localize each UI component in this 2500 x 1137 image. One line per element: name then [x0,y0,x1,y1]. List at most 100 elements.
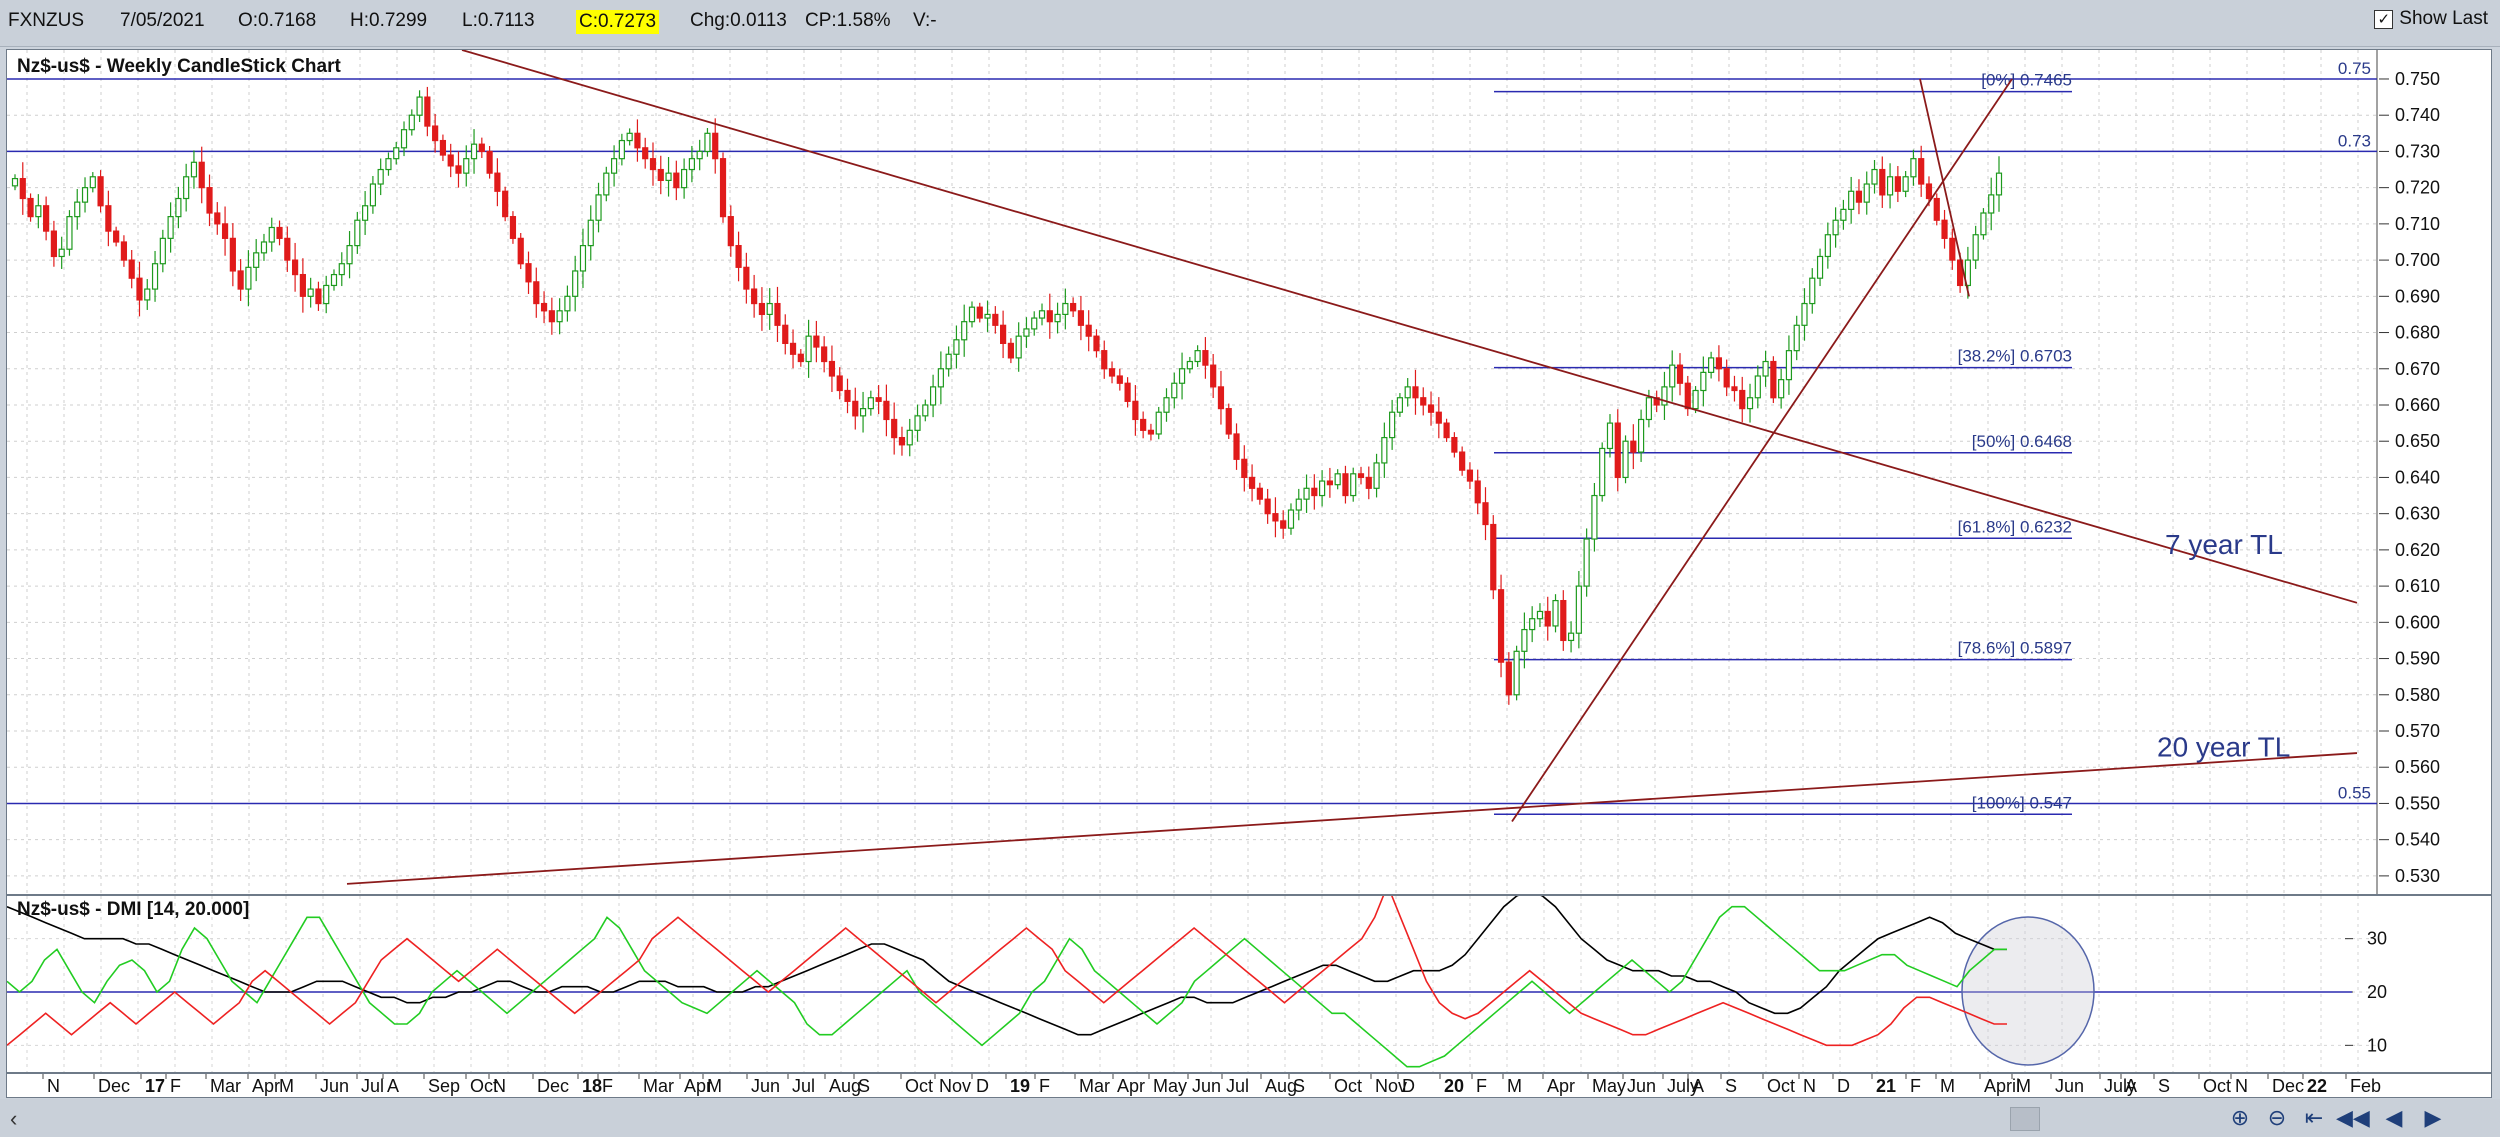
zoom-in-icon[interactable]: ⊕ [2230,1105,2250,1130]
up-candle [1171,382,1178,399]
up-candle [1575,585,1582,634]
up-candle [1638,418,1645,453]
down-candle [494,172,501,192]
down-candle [424,96,431,127]
down-candle [291,259,299,276]
up-candle [377,168,384,185]
up-candle [144,288,151,301]
up-candle [1785,350,1793,381]
up-candle [1295,498,1302,511]
scroll-start-icon[interactable]: ⇤ [2304,1105,2324,1130]
zoom-out-icon[interactable]: ⊖ [2267,1105,2287,1130]
chart-scrollbar[interactable]: ‹ ⊕ ⊖ ⇤ ◀◀ ◀ ▶ [0,1099,2500,1137]
x-tick-label: M [1940,1076,1955,1096]
minus-di-line [7,896,2007,1047]
down-candle [548,310,555,323]
x-tick-label: Oct [1334,1076,1362,1096]
up-candle [470,143,478,160]
level-label: 0.75 [2338,59,2371,78]
x-tick-label: Aug [829,1076,861,1096]
down-candle [774,302,781,326]
up-candle [1583,538,1590,587]
up-candle [400,129,408,149]
x-tick-label: 17 [145,1076,165,1096]
up-candle [323,284,330,305]
up-candle [1038,310,1046,319]
up-candle [688,158,695,171]
x-tick-label: May [1153,1076,1187,1096]
price-chart-panel[interactable]: 0.750 0.740 0.730 0.720 0.710 0.700 0.690 0.680… [6,49,2492,895]
fib-label: [100%] 0.547 [1972,793,2072,812]
down-candle [1941,219,1948,239]
up-candle [922,404,929,417]
down-candle [214,212,221,225]
x-tick-label: F [1476,1076,1487,1096]
down-candle [1085,324,1092,337]
x-tick-label: May [1592,1076,1626,1096]
down-candle [1225,408,1232,435]
up-candle [595,194,602,221]
seven-year-trendline-label: 7 year TL [2165,529,2283,560]
y-tick-label: 0.550 [2395,793,2440,813]
up-candle [610,158,618,174]
up-candle [1023,328,1030,337]
up-candle [929,386,937,406]
down-candle [813,335,820,348]
up-candle [1591,494,1598,540]
up-candle [1746,397,1754,410]
up-candle [1708,357,1715,373]
x-tick-label: S [1293,1076,1305,1096]
y-tick-label: 10 [2367,1035,2387,1055]
dmi-chart[interactable]: 30 20 10 [7,896,2491,1072]
down-candle [509,216,517,239]
up-candle [1762,360,1769,377]
down-candle [486,150,493,174]
up-candle [1871,168,1878,185]
down-candle [1482,502,1489,526]
up-candle [1902,176,1909,192]
x-tick-label: D [1837,1076,1850,1096]
scroll-thumb[interactable] [2010,1107,2040,1131]
y-tick-label: 0.710 [2395,214,2440,234]
scroll-back-fast-icon[interactable]: ◀◀ [2336,1105,2370,1130]
up-candle [416,96,423,116]
up-candle [11,177,19,187]
candlestick-chart[interactable]: 0.750 0.740 0.730 0.720 0.710 0.700 0.690 0.680… [7,50,2491,894]
down-candle [1116,375,1123,384]
level-label: 0.73 [2338,131,2371,150]
scroll-forward-icon[interactable]: ▶ [2424,1105,2442,1130]
up-candle [945,353,952,370]
y-tick-label: 0.720 [2395,178,2440,198]
up-candle [805,335,812,363]
up-candle [1319,480,1326,497]
up-candle [953,339,960,355]
x-tick-label: Mar [210,1076,241,1096]
x-tick-label: Aug [1265,1076,1297,1096]
up-candle [665,172,672,182]
fib-label: [38.2%] 0.6703 [1958,347,2072,366]
y-tick-label: 0.570 [2395,721,2440,741]
y-tick-label: 0.750 [2395,69,2440,89]
show-last-toggle[interactable]: ✓ Show Last [2374,8,2488,30]
up-candle [1163,397,1170,413]
up-candle [307,288,314,297]
up-candle [1988,194,1995,214]
y-tick-label: 0.600 [2395,612,2440,632]
down-candle [1474,480,1481,504]
y-tick-label: 0.630 [2395,504,2440,524]
down-candle [120,241,128,261]
up-candle [1832,219,1839,236]
y-tick-label: 0.540 [2395,830,2440,850]
down-candle [852,400,859,417]
down-candle [1248,476,1256,489]
up-candle [35,205,42,218]
up-candle [1529,618,1536,631]
x-tick-label: Dec [537,1076,569,1096]
down-candle [642,147,649,160]
up-candle [1334,473,1341,486]
scroll-left-arrow[interactable]: ‹ [10,1106,18,1131]
scroll-back-icon[interactable]: ◀ [2385,1105,2403,1130]
dmi-indicator-panel[interactable]: 30 20 10 Nz$-us$ - DMI [14, 20.000] [6,895,2492,1073]
up-candle [626,132,633,142]
show-last-checkbox[interactable]: ✓ [2374,9,2394,29]
